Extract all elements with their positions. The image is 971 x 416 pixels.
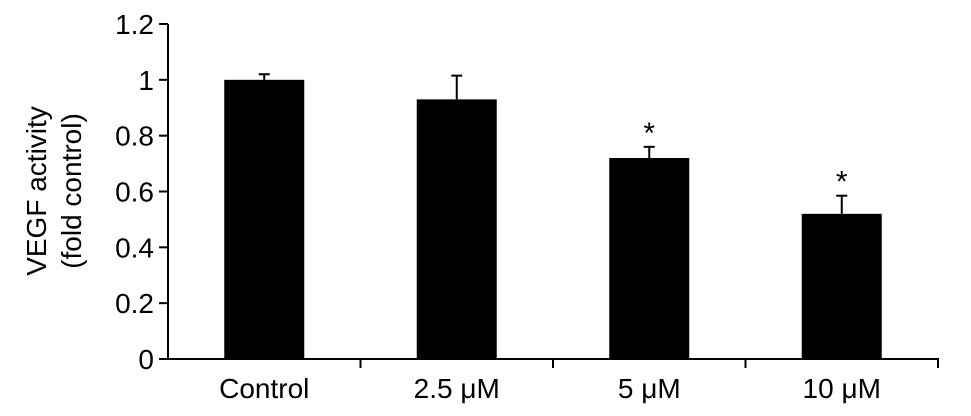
significance-markers: **	[643, 117, 848, 199]
x-axis-ticks	[359, 359, 939, 368]
error-bars	[258, 73, 848, 214]
x-tick-label: Control	[219, 373, 309, 404]
bars	[224, 79, 882, 359]
y-axis-title-line-2: (fold control)	[56, 113, 87, 269]
x-tick-label: 5 μM	[618, 373, 681, 404]
y-axis-title-line-1: VEGF activity	[21, 106, 52, 276]
significance-asterisk: *	[836, 166, 848, 199]
y-tick-label: 0.8	[115, 121, 154, 152]
bar	[801, 213, 882, 359]
y-tick-label: 0.6	[115, 177, 154, 208]
y-tick-label: 0.2	[115, 288, 154, 319]
x-axis-labels: Control 2.5 μM 5 μM 10 μM	[219, 373, 881, 404]
y-tick-label: 0.4	[115, 232, 154, 263]
bar	[609, 158, 690, 359]
x-tick-label: 10 μM	[803, 373, 881, 404]
bar	[224, 79, 305, 359]
significance-asterisk: *	[643, 117, 655, 150]
y-axis-ticks: 0 0.2 0.4 0.6 0.8 1 1.2	[115, 9, 168, 375]
bar	[416, 99, 497, 359]
y-tick-label: 1	[138, 65, 154, 96]
y-tick-label: 0	[138, 344, 154, 375]
y-tick-label: 1.2	[115, 9, 154, 40]
y-axis-title: VEGF activity (fold control)	[21, 106, 87, 276]
x-tick-label: 2.5 μM	[414, 373, 500, 404]
